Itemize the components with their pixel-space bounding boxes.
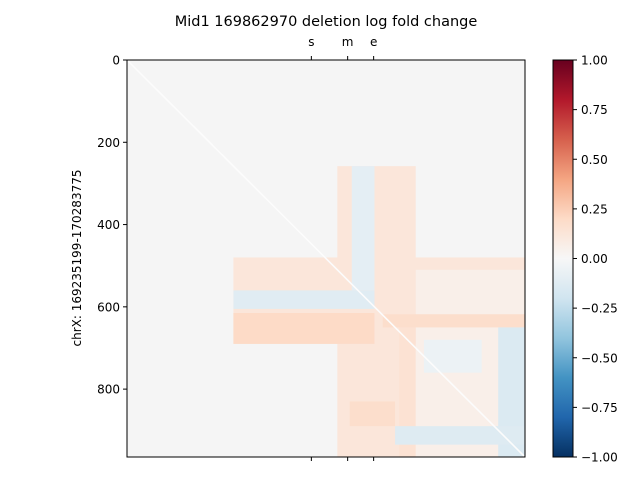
colorbar: 1.00 0.75 0.50 0.25 0.00 −0.25 −0.50 −0.75 −1.00: [552, 54, 618, 465]
y-tick-label: 400: [97, 218, 120, 232]
bottom-axis: [310, 457, 375, 461]
heatmap-region-red-stripe-col: [399, 327, 416, 457]
y-tick-label: 200: [97, 136, 120, 150]
colorbar-tick-label: 0.75: [581, 103, 608, 117]
heatmap-diagonal: [127, 60, 525, 457]
colorbar-tick-label: −0.25: [581, 302, 618, 316]
heatmap-region-blue-upper-mid: [423, 339, 482, 373]
plot-frame: [126, 59, 526, 458]
y-tick-label: 600: [97, 300, 120, 314]
y-axis-label: chrX: 169235199-170283775: [70, 170, 84, 347]
heatmap-region-red-band-row: [233, 313, 375, 344]
y-tick-label: 0: [112, 54, 120, 68]
heatmap-regions: [233, 166, 525, 457]
chart-title: Mid1 169862970 deletion log fold change: [175, 14, 478, 30]
colorbar-tick-label: 0.00: [581, 252, 608, 266]
top-tick-label: m: [342, 35, 354, 49]
colorbar-ticks: 1.00 0.75 0.50 0.25 0.00 −0.25 −0.50 −0.75 −1.00: [573, 54, 618, 465]
colorbar-tick-label: −0.50: [581, 351, 618, 365]
y-axis: 0 200 400 600 800: [97, 54, 127, 397]
colorbar-gradient: [552, 59, 574, 458]
y-tick-label: 800: [97, 383, 120, 397]
top-tick-label: e: [370, 35, 377, 49]
heatmap-region-red-bottom-left: [349, 401, 396, 427]
heatmap-region-blue-band-col: [351, 166, 375, 291]
heatmap-region-red-stripe-row: [382, 314, 525, 328]
heatmap-region-blue-bottom-row: [395, 426, 525, 445]
heatmap: [127, 60, 525, 457]
colorbar-tick-label: 0.25: [581, 202, 608, 216]
colorbar-tick-label: −1.00: [581, 451, 618, 465]
colorbar-tick-label: −0.75: [581, 401, 618, 415]
colorbar-tick-label: 0.50: [581, 153, 608, 167]
colorbar-tick-label: 1.00: [581, 54, 608, 68]
heatmap-region-blue-band-row: [233, 290, 375, 309]
top-tick-label: s: [308, 35, 314, 49]
